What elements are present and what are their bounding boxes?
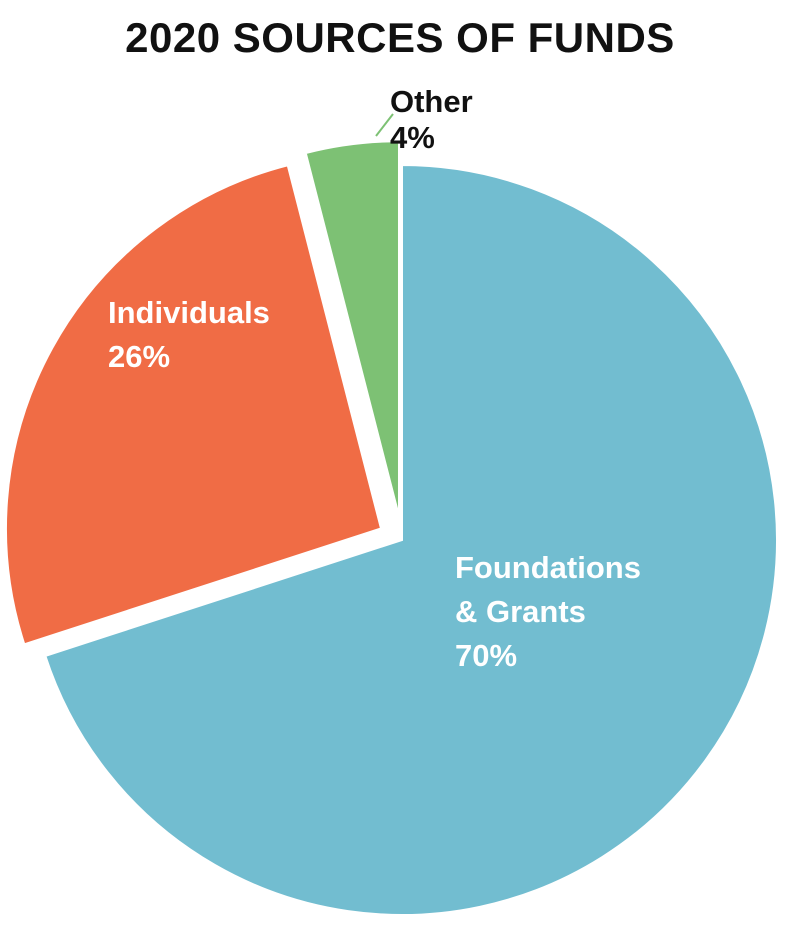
slice-value-label: 4%	[390, 120, 435, 155]
slice-value-label: 70%	[455, 638, 517, 673]
slice-category-label: Foundations	[455, 550, 641, 585]
slice-category-label: Individuals	[108, 295, 270, 330]
pie-slice-individuals	[5, 164, 383, 646]
pie-labels: Foundations & Grants 70% Individuals 26% Othe…	[108, 84, 641, 673]
slice-value-label: 26%	[108, 339, 170, 374]
pie-slices	[5, 140, 778, 916]
chart-title: 2020 SOURCES OF FUNDS	[125, 14, 675, 61]
slice-category-label: Other	[390, 84, 473, 119]
pie-slice-other	[304, 140, 400, 517]
slice-category-label: & Grants	[455, 594, 586, 629]
other-leader-line	[375, 113, 394, 137]
pie-slice-foundations-grants	[44, 163, 778, 916]
